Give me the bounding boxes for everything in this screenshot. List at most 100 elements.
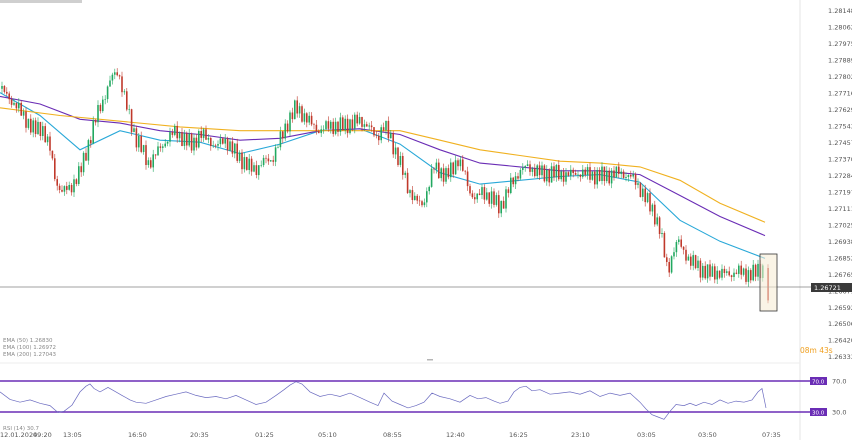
candle-body: [147, 160, 150, 165]
candle-body: [133, 128, 135, 133]
candle-body: [378, 135, 380, 141]
candle-body: [733, 272, 735, 277]
candle-body: [123, 91, 126, 93]
candle-body: [46, 136, 49, 143]
candle-body: [157, 146, 159, 156]
candle-body: [327, 121, 330, 129]
candle-body: [668, 262, 670, 273]
candle-body: [661, 233, 663, 234]
candle-body: [39, 121, 42, 136]
candle-body: [3, 86, 6, 92]
candle-body: [32, 120, 34, 133]
indicator-legend: EMA (50) 1.26830 EMA (100) 1.26972 EMA (…: [3, 338, 57, 358]
candle-body: [111, 74, 114, 81]
candle-body: [423, 202, 426, 206]
candle-body: [42, 126, 44, 136]
candle-body: [438, 162, 440, 179]
candle-body: [92, 120, 94, 144]
candle-body: [99, 105, 102, 112]
candle-body: [644, 188, 646, 203]
candle-body: [169, 132, 171, 142]
candle-body: [466, 171, 469, 187]
candle-body: [70, 185, 73, 193]
candle-body: [310, 115, 313, 125]
candle-body: [140, 136, 142, 152]
candle-body: [474, 197, 476, 200]
candle-body: [562, 171, 565, 182]
candle-body: [289, 112, 291, 132]
rsi-30-tag: [810, 408, 827, 416]
candle-body: [279, 131, 282, 148]
rsi-axis-30: 30.0: [832, 409, 846, 417]
rsi-70-label: 70.0: [812, 380, 825, 386]
candle-body: [243, 157, 246, 170]
candle-body: [512, 177, 514, 185]
candle-body: [711, 266, 714, 277]
candle-body: [356, 114, 358, 124]
price-tick-label: 1.26333: [828, 353, 852, 361]
candle-body: [126, 91, 128, 110]
pane-divider-handle[interactable]: [427, 359, 433, 361]
candle-body: [639, 183, 642, 197]
price-tick-label: 1.27543: [828, 123, 852, 131]
candle-body: [584, 169, 586, 175]
candle-body: [435, 162, 438, 170]
candle-body: [94, 120, 97, 123]
candle-body: [586, 167, 589, 175]
candle-body: [301, 106, 303, 122]
candle-body: [368, 125, 370, 127]
candle-body: [414, 195, 416, 200]
candle-body: [270, 160, 272, 162]
candle-body: [654, 204, 656, 225]
candle-body: [572, 169, 574, 173]
candle-body: [219, 138, 222, 145]
candle-body: [181, 132, 183, 146]
candle-body: [159, 146, 162, 148]
candle-body: [248, 158, 250, 170]
candle-body: [433, 168, 435, 170]
candle-body: [603, 166, 606, 181]
candle-body: [176, 125, 178, 139]
candle-body: [601, 166, 603, 181]
candle-body: [498, 195, 500, 214]
candle-body: [18, 102, 20, 109]
time-tick-label: 03:05: [637, 431, 656, 439]
candle-body: [752, 264, 754, 281]
candle-body: [454, 160, 457, 175]
candle-body: [651, 204, 654, 212]
time-tick-label: 16:25: [509, 431, 528, 439]
candle-body: [51, 150, 54, 159]
candle-body: [694, 255, 697, 269]
candle-body: [366, 124, 368, 127]
candle-body: [162, 146, 164, 148]
candle-body: [517, 176, 519, 179]
legend-ema100: EMA (100) 1.26972: [3, 345, 56, 351]
candle-body: [325, 121, 327, 130]
candle-body: [627, 175, 630, 177]
candle-body: [675, 242, 678, 253]
candle-body: [82, 152, 85, 173]
candle-body: [274, 147, 277, 162]
candle-body: [255, 165, 258, 175]
candle-body: [178, 132, 181, 139]
candle-body: [56, 179, 58, 186]
candle-body: [536, 165, 538, 177]
price-tick-label: 1.26938: [828, 238, 852, 246]
candle-body: [212, 145, 214, 147]
rsi-pane: 70.0 30.0 70.0 30.0 RSI (14) 30.7: [0, 377, 846, 432]
candle-body: [555, 165, 558, 178]
candle-body: [565, 172, 567, 182]
candle-body: [685, 249, 687, 261]
candle-body: [80, 166, 82, 173]
time-tick-label: 23:10: [571, 431, 590, 439]
candle-body: [30, 118, 32, 133]
candle-body: [226, 138, 229, 151]
candle-body: [610, 170, 613, 184]
candle-body: [130, 109, 133, 133]
candle-body: [704, 265, 706, 279]
candle-body: [238, 152, 241, 161]
rsi-axis-70: 70.0: [832, 378, 846, 386]
candle-body: [318, 130, 320, 134]
